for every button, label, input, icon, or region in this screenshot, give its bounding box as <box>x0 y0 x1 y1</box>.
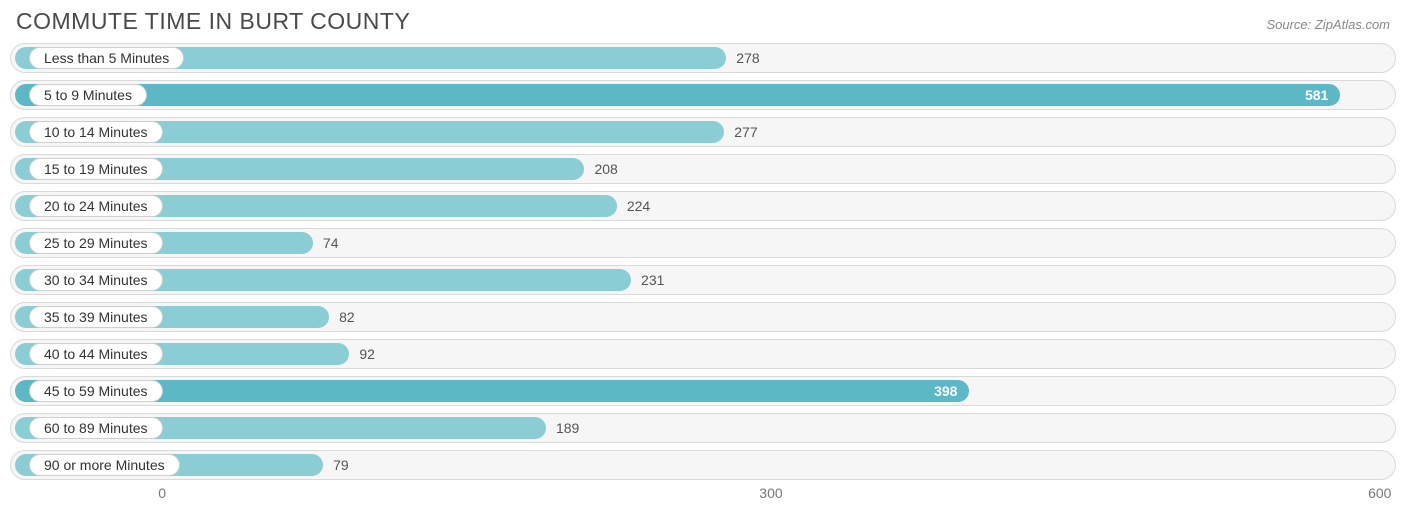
category-pill: 10 to 14 Minutes <box>29 121 163 143</box>
category-pill: 5 to 9 Minutes <box>29 84 147 106</box>
chart-title: COMMUTE TIME IN BURT COUNTY <box>16 8 410 35</box>
bar-row: 20 to 24 Minutes 224 <box>10 191 1396 221</box>
value-label: 398 <box>934 377 957 405</box>
value-label: 581 <box>1305 81 1328 109</box>
x-axis-tick: 0 <box>158 485 166 501</box>
bar-row: 45 to 59 Minutes 398 <box>10 376 1396 406</box>
value-label: 79 <box>333 451 349 479</box>
value-label: 208 <box>594 155 617 183</box>
value-label: 278 <box>736 44 759 72</box>
category-pill: 40 to 44 Minutes <box>29 343 163 365</box>
bar-row: Less than 5 Minutes 278 <box>10 43 1396 73</box>
bar-fill <box>15 84 1340 106</box>
category-pill: 90 or more Minutes <box>29 454 180 476</box>
chart-source: Source: ZipAtlas.com <box>1266 17 1390 32</box>
x-axis: 0 300 600 <box>10 485 1396 511</box>
value-label: 92 <box>359 340 375 368</box>
value-label: 189 <box>556 414 579 442</box>
value-label: 82 <box>339 303 355 331</box>
category-pill: 25 to 29 Minutes <box>29 232 163 254</box>
chart-header: COMMUTE TIME IN BURT COUNTY Source: ZipA… <box>10 8 1396 41</box>
category-pill: 35 to 39 Minutes <box>29 306 163 328</box>
bar-row: 90 or more Minutes 79 <box>10 450 1396 480</box>
category-pill: 60 to 89 Minutes <box>29 417 163 439</box>
value-label: 224 <box>627 192 650 220</box>
value-label: 231 <box>641 266 664 294</box>
category-pill: 30 to 34 Minutes <box>29 269 163 291</box>
value-label: 74 <box>323 229 339 257</box>
bar-row: 15 to 19 Minutes 208 <box>10 154 1396 184</box>
value-label: 277 <box>734 118 757 146</box>
bar-row: 30 to 34 Minutes 231 <box>10 265 1396 295</box>
commute-time-bar-chart: Less than 5 Minutes 278 5 to 9 Minutes 581 1… <box>10 41 1396 511</box>
bar-row: 25 to 29 Minutes 74 <box>10 228 1396 258</box>
category-pill: 15 to 19 Minutes <box>29 158 163 180</box>
bar-row: 35 to 39 Minutes 82 <box>10 302 1396 332</box>
bar-row: 40 to 44 Minutes 92 <box>10 339 1396 369</box>
category-pill: 20 to 24 Minutes <box>29 195 163 217</box>
category-pill: Less than 5 Minutes <box>29 47 184 69</box>
x-axis-tick: 600 <box>1368 485 1391 501</box>
x-axis-tick: 300 <box>759 485 782 501</box>
category-pill: 45 to 59 Minutes <box>29 380 163 402</box>
bar-row: 60 to 89 Minutes 189 <box>10 413 1396 443</box>
bar-row: 5 to 9 Minutes 581 <box>10 80 1396 110</box>
bar-row: 10 to 14 Minutes 277 <box>10 117 1396 147</box>
